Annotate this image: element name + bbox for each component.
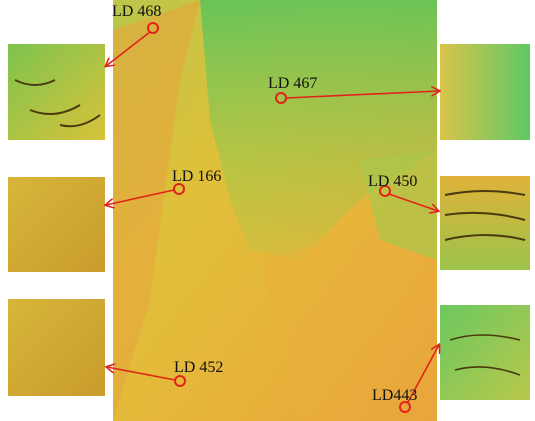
terrain-map [113, 0, 437, 421]
site-label: LD 166 [172, 168, 221, 185]
inset [8, 177, 105, 272]
site-label: LD 468 [112, 3, 161, 20]
site-label: LD443 [372, 387, 417, 404]
site-label: LD 450 [368, 173, 417, 190]
site-label: LD 452 [174, 359, 223, 376]
inset [440, 44, 530, 140]
figure: LD 468 LD 467 LD 166 LD 450 LD 452 LD443 [0, 0, 535, 421]
inset [440, 305, 530, 400]
inset [8, 44, 105, 140]
site-label: LD 467 [268, 75, 317, 92]
inset [8, 299, 105, 396]
